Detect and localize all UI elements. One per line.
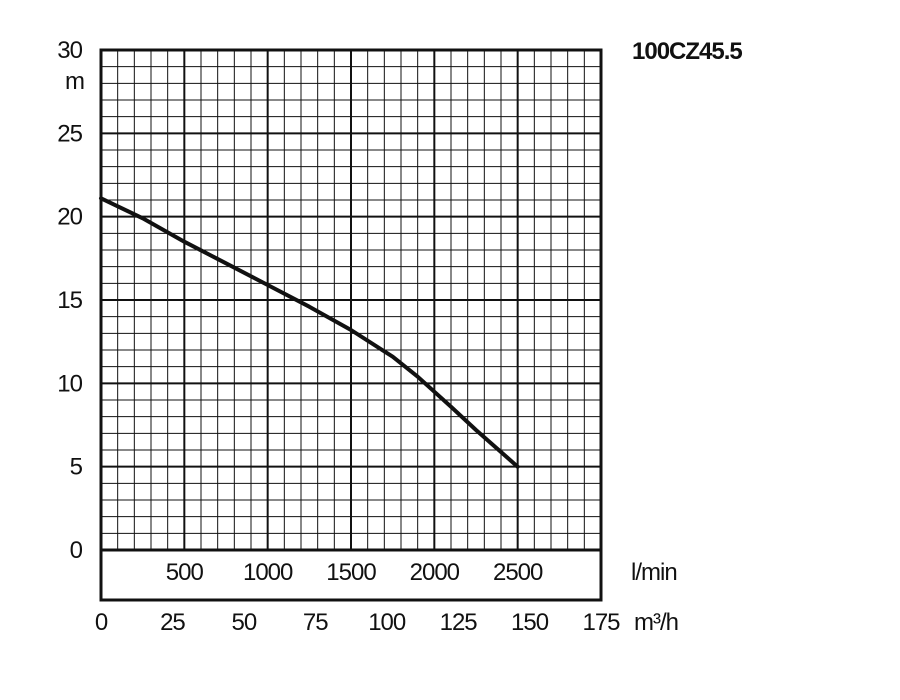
x-tick-label: 2000 (410, 559, 460, 586)
flow-axis-frame (99, 548, 603, 602)
x-tick-label: 500 (166, 559, 204, 586)
y-tick-label: 5 (70, 454, 83, 481)
x-tick-label: 1500 (326, 559, 376, 586)
y-tick-label: 30 (57, 37, 82, 64)
series-layer (99, 196, 520, 469)
y-tick-label: 15 (57, 287, 82, 314)
x2-tick-label: 100 (368, 609, 406, 636)
x-tick-labels: 500 1000 1500 2000 2500 (166, 559, 544, 586)
y-tick-label: 10 (57, 370, 82, 397)
x2-tick-label: 50 (232, 609, 257, 636)
x2-tick-label: 175 (582, 609, 620, 636)
x2-tick-labels: 0 25 50 75 100 125 150 175 (95, 609, 621, 636)
y-tick-label: 0 (70, 537, 83, 564)
performance-curve (99, 196, 520, 469)
x2-tick-label: 25 (160, 609, 185, 636)
y-tick-label: 20 (57, 204, 82, 231)
x2-tick-label: 75 (303, 609, 328, 636)
x-tick-label: 1000 (243, 559, 293, 586)
x2-tick-label: 150 (511, 609, 549, 636)
chart-title: 100CZ45.5 (632, 38, 742, 65)
y-axis-label: m (65, 68, 84, 95)
x2-tick-label: 125 (440, 609, 478, 636)
x2-tick-label: 0 (95, 609, 108, 636)
y-tick-label: 25 (57, 120, 82, 147)
y-tick-labels: 0 5 10 15 20 25 30 (57, 37, 83, 564)
x-tick-label: 2500 (493, 559, 543, 586)
major-grid (101, 50, 601, 550)
x2-axis-label: m³/h (634, 609, 678, 636)
x-axis-label: l/min (631, 559, 677, 586)
